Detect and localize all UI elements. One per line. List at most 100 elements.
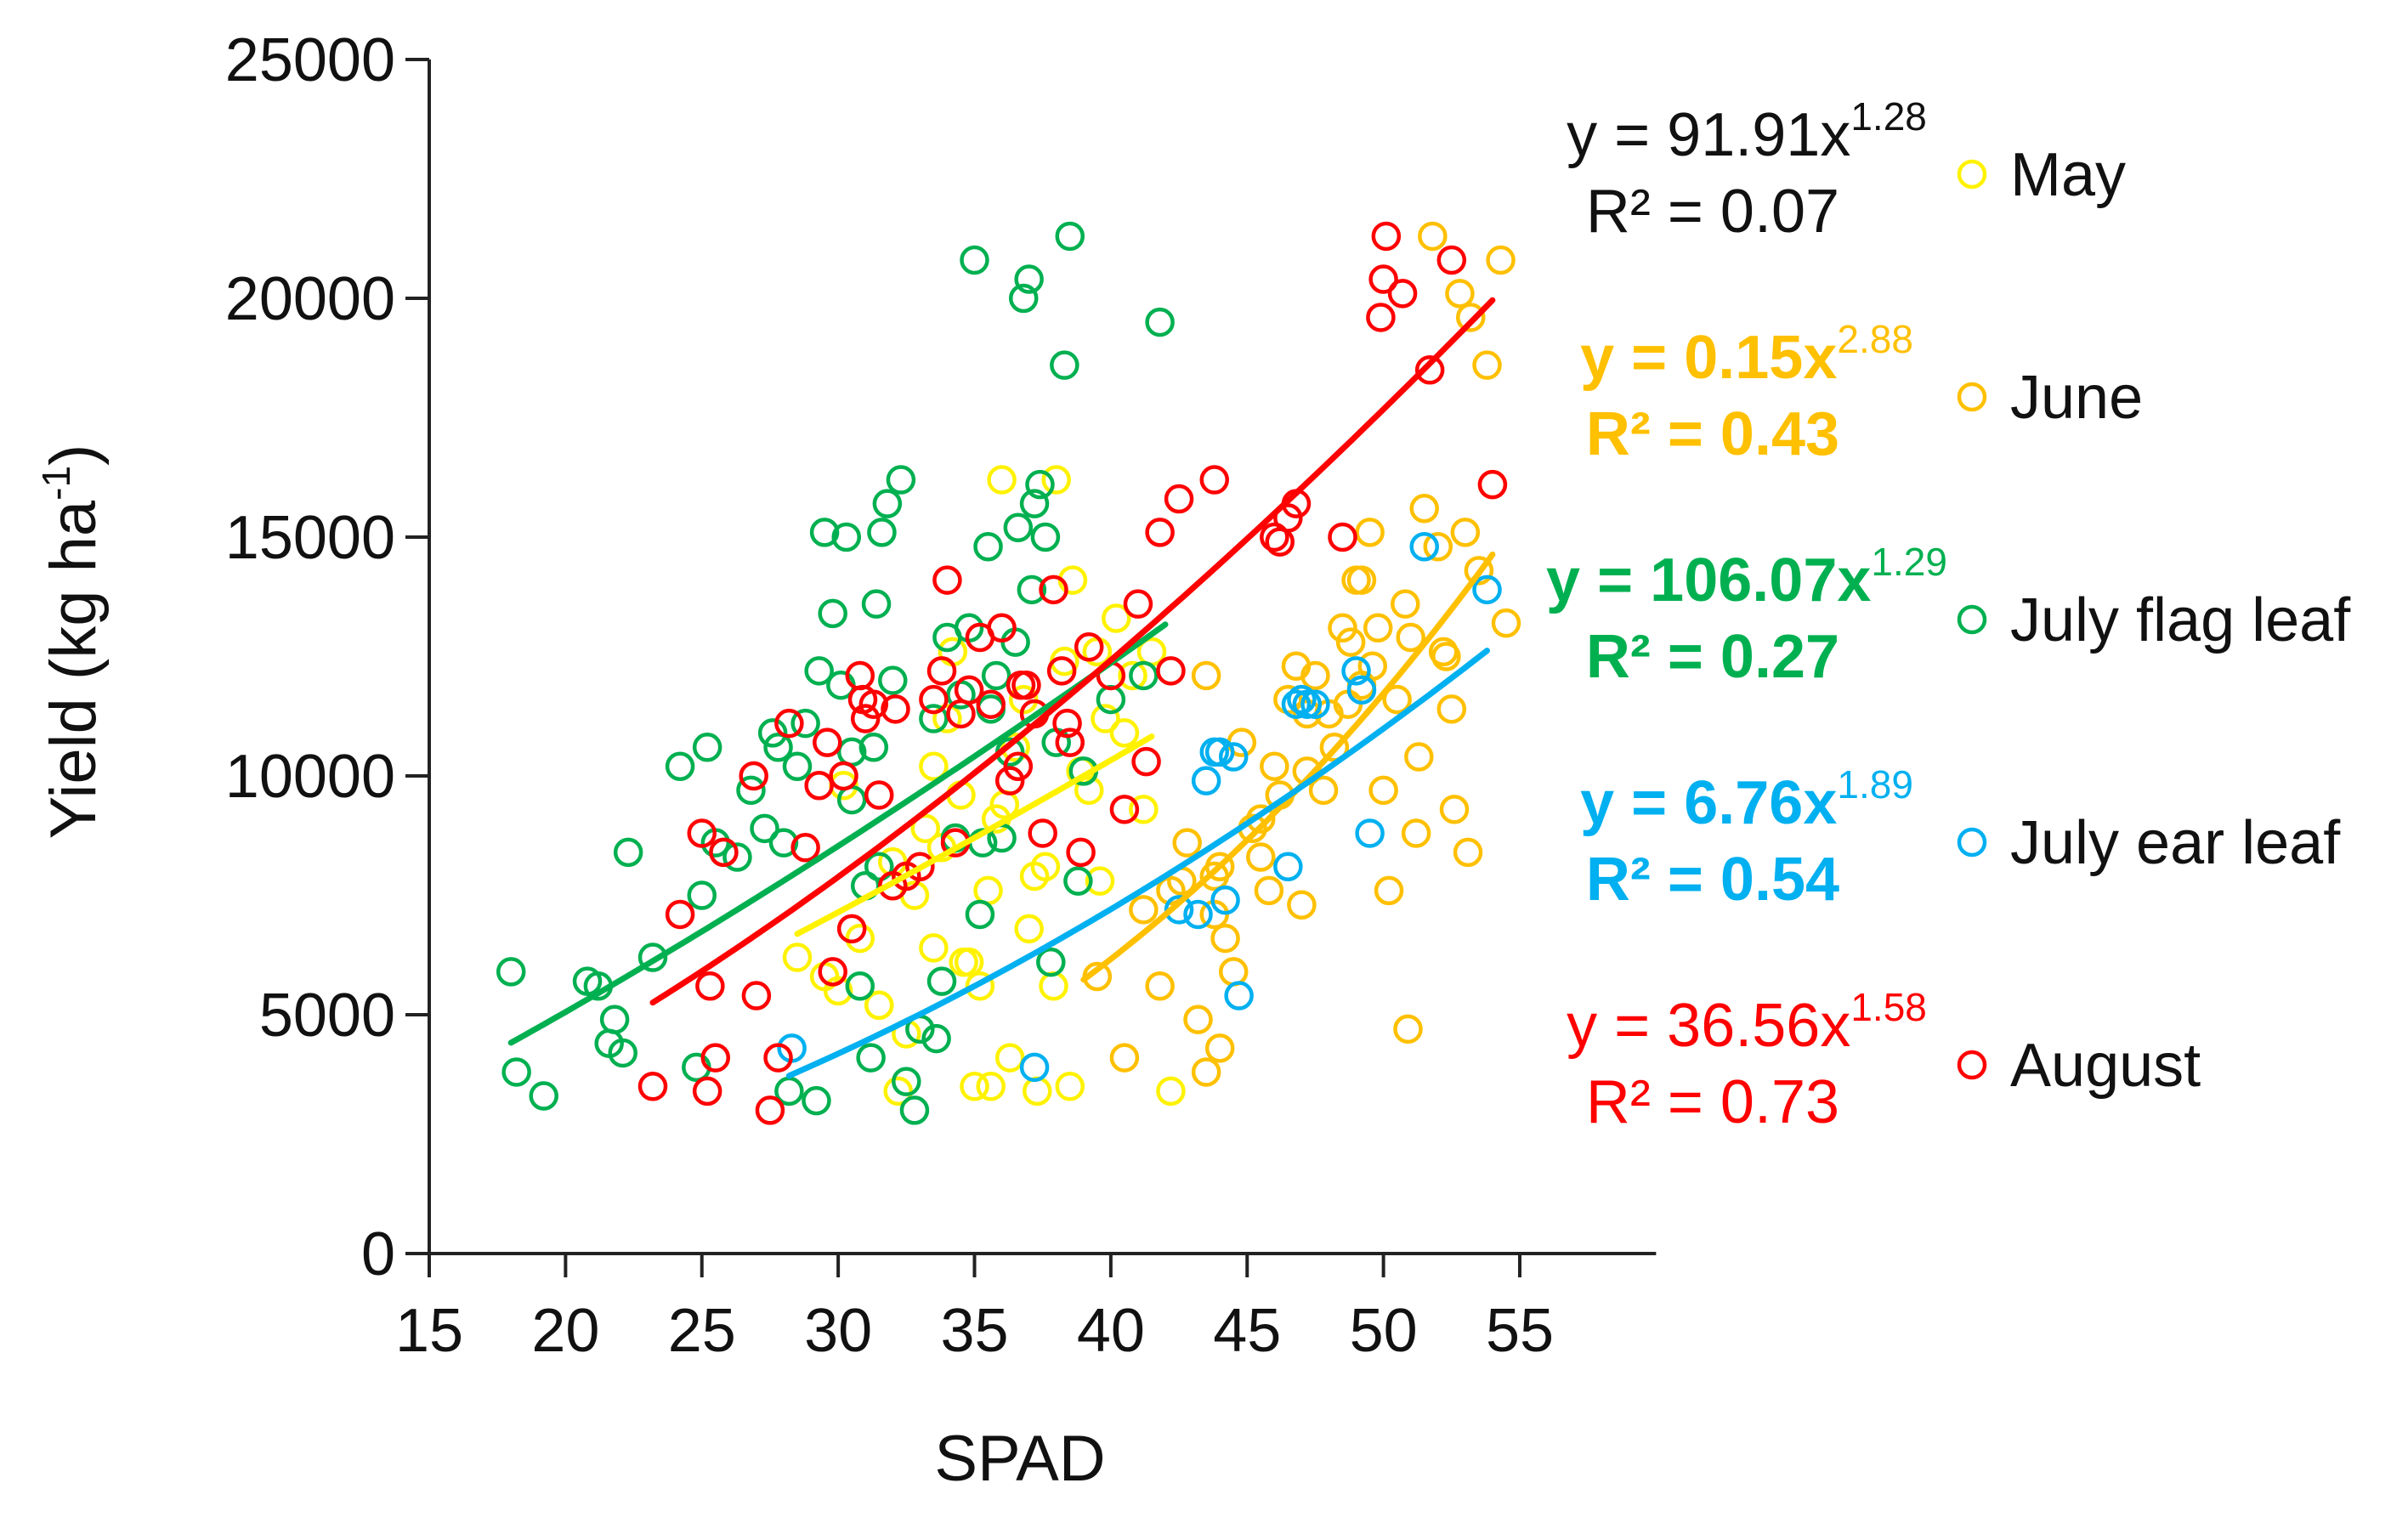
data-point (1472, 575, 1502, 605)
data-point (1431, 642, 1461, 671)
data-point (1014, 264, 1044, 294)
data-point (1273, 503, 1303, 533)
data-point (1387, 279, 1418, 308)
data-point (736, 775, 766, 806)
data-point (994, 1043, 1025, 1073)
legend-marker (1957, 827, 1987, 858)
data-point (861, 589, 892, 619)
y-tick-label: 15000 (225, 504, 395, 572)
data-point (1246, 842, 1276, 872)
data-point (692, 733, 722, 762)
data-point (1300, 660, 1330, 691)
data-point (1023, 1076, 1052, 1107)
r-squared-text: R² = 0.43 (1586, 400, 1839, 468)
data-point (1156, 656, 1186, 686)
data-point (1368, 264, 1398, 294)
data-point (1341, 656, 1371, 686)
data-point (1393, 1014, 1423, 1044)
data-point (847, 684, 878, 715)
data-point (790, 833, 820, 863)
data-point (1102, 603, 1131, 633)
data-point (1464, 556, 1494, 586)
data-point (864, 780, 894, 810)
data-point (1409, 494, 1439, 524)
data-point (1063, 866, 1093, 896)
data-point (1055, 727, 1085, 757)
x-tick-labels: 15 20 25 30 35 40 45 50 55 (395, 1297, 1554, 1365)
equation-coefficient: y = 6.76x (1580, 769, 1837, 837)
data-point (1041, 465, 1071, 495)
data-point (768, 828, 799, 858)
data-point (1414, 355, 1445, 385)
data-point (804, 656, 834, 686)
data-point (1183, 1005, 1213, 1034)
legend-label: August (2010, 1032, 2201, 1100)
data-point (932, 704, 962, 733)
data-point (774, 708, 804, 739)
data-point (665, 899, 695, 930)
data-point (1039, 971, 1068, 1001)
data-point (1019, 861, 1050, 892)
data-point (836, 914, 867, 944)
data-point (637, 1072, 668, 1101)
data-point (1371, 221, 1402, 252)
data-point (965, 971, 995, 1001)
data-point (1368, 775, 1398, 806)
y-tick-label: 10000 (225, 743, 395, 811)
data-point (1224, 981, 1254, 1010)
data-point (1355, 818, 1385, 848)
data-point (1055, 221, 1085, 252)
data-point (926, 656, 957, 686)
r-squared-text: R² = 0.54 (1586, 846, 1839, 914)
equation-text: y = 36.56x1.58 (1567, 985, 1927, 1060)
data-point (755, 1095, 785, 1125)
data-point (1328, 613, 1357, 643)
data-point (1486, 245, 1516, 275)
data-point (1246, 804, 1276, 834)
data-point (987, 465, 1017, 495)
data-point (1172, 828, 1202, 858)
equation-text: y = 106.07x1.29 (1546, 540, 1947, 614)
data-point (1210, 923, 1240, 954)
data-point (1445, 279, 1475, 308)
data-point (1055, 1072, 1085, 1101)
data-point (919, 933, 949, 963)
data-point (722, 842, 752, 872)
data-point (1319, 733, 1350, 762)
legend: May June July flag leaf July ear leaf August (1957, 141, 2351, 1100)
trend-line (649, 297, 1496, 1006)
data-point (709, 837, 739, 868)
legend-marker (1957, 382, 1987, 412)
data-point (864, 852, 894, 882)
data-point (1436, 694, 1467, 724)
data-point (886, 465, 916, 495)
data-point (1145, 971, 1175, 1001)
trend-lines (507, 297, 1496, 1079)
trend-line (785, 648, 1490, 1079)
data-point (1191, 1057, 1221, 1087)
data-point (831, 522, 861, 552)
x-tick-label: 35 (940, 1297, 1008, 1365)
data-point (919, 704, 949, 733)
data-point (987, 613, 1017, 643)
data-point (1191, 766, 1221, 795)
data-point (867, 518, 897, 547)
data-point (665, 751, 695, 782)
data-point (932, 565, 962, 595)
data-point (763, 733, 793, 762)
data-point (1346, 675, 1377, 705)
data-point (1439, 795, 1470, 824)
equation-coefficient: y = 0.15x (1580, 324, 1837, 392)
data-point (818, 957, 847, 987)
data-point (845, 971, 875, 1001)
data-point (813, 727, 842, 757)
data-point (1000, 627, 1030, 657)
equation-exponent: 1.28 (1850, 94, 1927, 139)
x-tick-label: 15 (395, 1297, 463, 1365)
data-point (1292, 689, 1323, 719)
data-point (1374, 875, 1404, 906)
legend-marker (1957, 159, 1987, 190)
y-tick-label: 20000 (225, 265, 395, 333)
trend-line (794, 733, 1155, 937)
